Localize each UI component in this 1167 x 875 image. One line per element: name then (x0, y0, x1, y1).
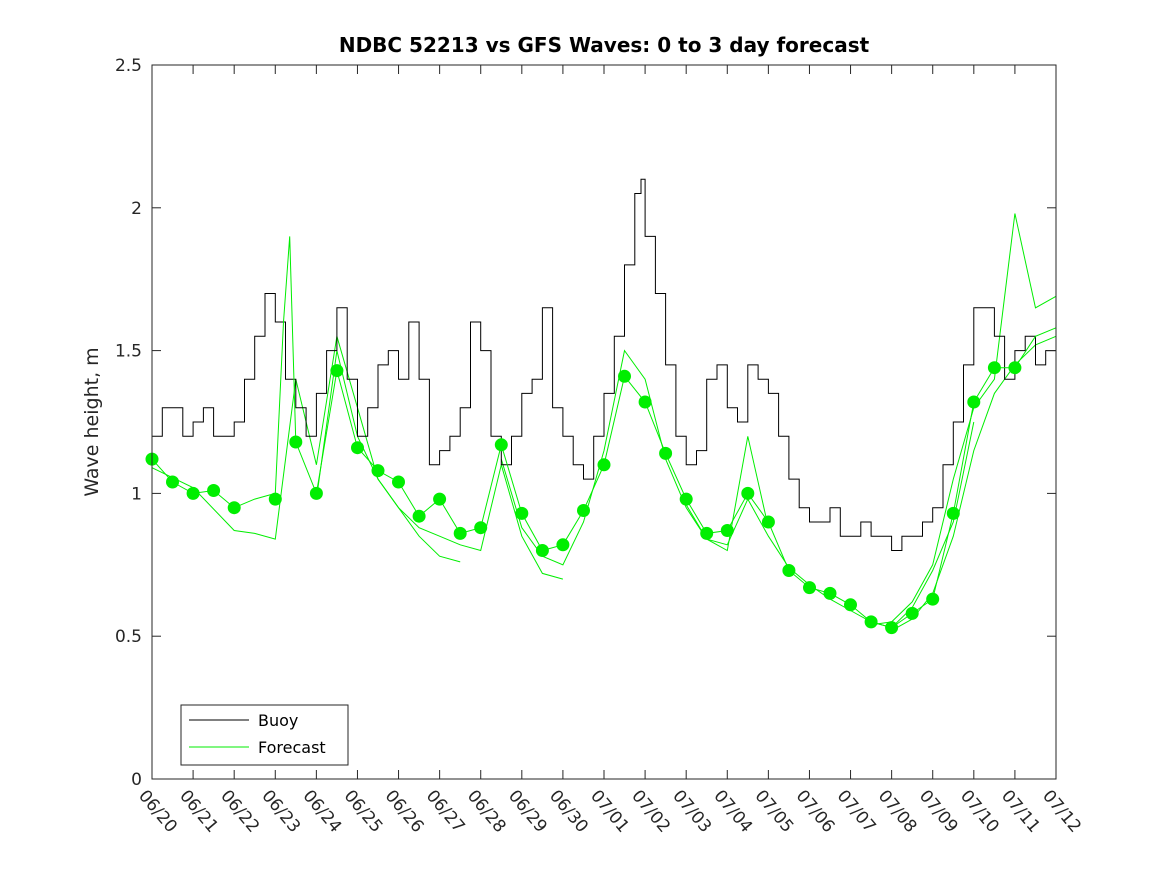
forecast-marker (761, 515, 775, 529)
forecast-marker (864, 615, 878, 629)
forecast-marker (823, 586, 837, 600)
forecast-marker (782, 564, 796, 577)
y-tick-label: 2 (131, 199, 142, 219)
forecast-run-line-4 (871, 213, 1057, 626)
forecast-marker (618, 369, 631, 383)
forecast-marker (289, 435, 303, 449)
forecast-marker (803, 581, 816, 595)
forecast-marker (351, 441, 364, 455)
legend-box (180, 704, 349, 766)
y-tick-label: 0.5 (115, 627, 142, 647)
chart-title: NDBC 52213 vs GFS Waves: 0 to 3 day fore… (339, 33, 870, 57)
x-tick-label: 07/01 (586, 786, 633, 836)
x-tick-label: 07/03 (668, 786, 715, 836)
forecast-marker (679, 492, 693, 506)
forecast-marker (412, 509, 426, 523)
x-tick-label: 07/04 (709, 786, 756, 836)
x-tick-label: 07/06 (792, 786, 839, 836)
y-tick-label: 2.5 (115, 56, 142, 76)
y-tick-label: 1 (131, 484, 142, 504)
forecast-marker (535, 544, 549, 557)
forecast-marker (885, 621, 899, 635)
forecast-marker (926, 592, 940, 606)
forecast-marker (227, 501, 241, 515)
legend-forecast-label: Forecast (258, 738, 326, 757)
forecast-marker (638, 395, 652, 409)
x-tick-label: 07/02 (627, 786, 674, 836)
legend: Buoy Forecast (180, 704, 349, 766)
x-tick-label: 07/09 (915, 786, 962, 836)
forecast-run-line-0 (151, 336, 461, 563)
forecast-marker (844, 598, 857, 612)
forecast-marker (371, 464, 385, 478)
forecast-marker (166, 475, 179, 489)
forecast-marker (494, 438, 508, 452)
x-tick-label: 07/05 (751, 786, 798, 836)
forecast-marker (700, 526, 714, 540)
forecast-marker (453, 526, 467, 540)
y-axis-label: Wave height, m (81, 347, 103, 496)
x-tick-label: 06/20 (134, 786, 181, 836)
forecast-marker (659, 446, 673, 460)
forecast-marker (474, 521, 488, 535)
x-tick-label: 07/07 (833, 786, 880, 836)
forecast-marker (741, 486, 755, 500)
x-tick-label: 06/30 (545, 786, 592, 836)
x-tick-label: 06/23 (257, 786, 304, 836)
x-tick-label: 06/21 (175, 786, 222, 836)
forecast-marker (392, 475, 405, 489)
forecast-marker (309, 486, 323, 500)
forecast-run-line-5 (891, 335, 1057, 631)
forecast-marker (720, 524, 734, 537)
forecast-marker (1008, 361, 1022, 375)
forecast-marker (987, 361, 1001, 375)
x-tick-label: 07/08 (874, 786, 921, 836)
forecast-marker (946, 506, 960, 520)
forecast-marker (433, 492, 447, 506)
forecast-marker (207, 484, 221, 497)
forecast-run-line-2 (500, 349, 769, 566)
legend-buoy-label: Buoy (258, 711, 298, 730)
x-tick-label: 06/27 (422, 786, 469, 836)
forecast-marker (330, 364, 344, 378)
forecast-marker (597, 458, 611, 472)
x-tick-label: 06/22 (216, 786, 263, 836)
x-tick-label: 06/28 (463, 786, 510, 836)
y-tick-label: 0 (131, 770, 142, 790)
y-tick-label: 1.5 (115, 342, 142, 362)
forecast-marker (556, 538, 570, 552)
y-axis-ticks: 0 0.5 1 1.5 2 2.5 (115, 56, 1056, 790)
forecast-marker (967, 395, 981, 409)
forecast-marker (268, 492, 282, 506)
forecast-marker (515, 506, 529, 520)
x-tick-label: 07/10 (956, 786, 1003, 836)
x-tick-label: 07/12 (1038, 786, 1085, 836)
x-tick-label: 06/24 (299, 786, 346, 836)
x-tick-label: 06/29 (504, 786, 551, 836)
forecast-marker (577, 504, 590, 517)
x-tick-label: 06/26 (381, 786, 428, 836)
x-tick-label: 06/25 (340, 786, 387, 836)
forecast-marker (905, 606, 919, 620)
buoy-line (152, 178, 1057, 551)
forecast-marker (186, 486, 200, 500)
x-tick-label: 07/11 (997, 786, 1044, 836)
